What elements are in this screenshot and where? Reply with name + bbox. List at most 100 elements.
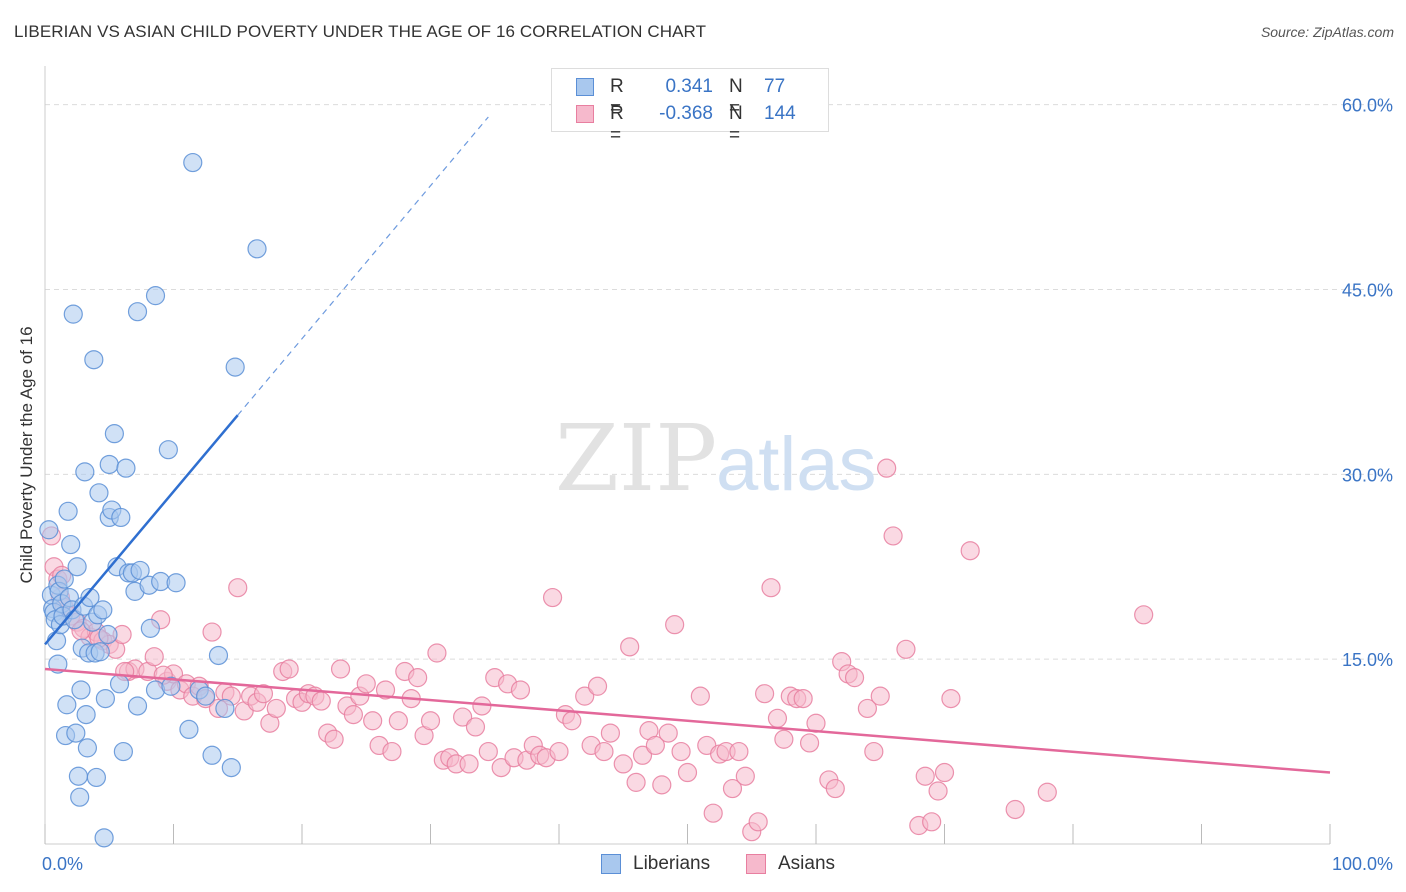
asians-point bbox=[144, 647, 164, 667]
asians-point bbox=[356, 674, 376, 694]
liberians-point bbox=[66, 723, 86, 743]
asians-point bbox=[253, 684, 274, 704]
asians-point bbox=[864, 741, 884, 762]
asians-point bbox=[311, 691, 331, 711]
grid-lines bbox=[45, 104, 1392, 660]
asians-swatch bbox=[576, 105, 594, 123]
asians-point bbox=[330, 659, 351, 679]
asians-point bbox=[228, 578, 248, 598]
liberians-point bbox=[84, 350, 104, 370]
liberians-point bbox=[90, 642, 110, 662]
asians-point bbox=[343, 705, 363, 725]
liberians-point bbox=[61, 534, 81, 555]
asians-point bbox=[877, 458, 897, 478]
liberians-point bbox=[145, 286, 166, 306]
asians-point bbox=[658, 723, 678, 743]
asians-point bbox=[754, 684, 775, 704]
liberians-point bbox=[158, 440, 178, 460]
liberians-point bbox=[196, 686, 216, 706]
n-value: 144 bbox=[764, 103, 796, 124]
liberians-point bbox=[116, 458, 136, 478]
asians-point bbox=[478, 741, 498, 762]
liberians-points bbox=[39, 152, 267, 848]
asians-point bbox=[363, 711, 383, 731]
liberians-point bbox=[140, 618, 160, 638]
legend-label: Asians bbox=[778, 853, 836, 874]
asians-point bbox=[1134, 605, 1154, 625]
y-tick-label: 45.0% bbox=[1342, 280, 1393, 300]
asians-point bbox=[324, 729, 344, 749]
r-label: R = bbox=[610, 103, 624, 146]
asians-point bbox=[491, 757, 511, 778]
liberians-point bbox=[63, 304, 83, 324]
asians-point bbox=[632, 745, 653, 765]
liberians-point bbox=[98, 624, 118, 645]
asians-point bbox=[748, 812, 768, 832]
asians-point bbox=[941, 688, 961, 709]
chart-legend: Liberians Asians bbox=[0, 852, 1406, 876]
liberians-point bbox=[202, 745, 222, 765]
asians-point bbox=[870, 686, 890, 706]
liberians-point bbox=[130, 560, 150, 581]
asians-point bbox=[594, 741, 614, 762]
asians-point bbox=[382, 741, 402, 762]
source-credit: Source: ZipAtlas.com bbox=[1260, 24, 1394, 40]
asians-point bbox=[960, 541, 980, 561]
r-value: 0.341 bbox=[665, 76, 713, 97]
asians-point bbox=[1005, 799, 1025, 820]
liberians-point bbox=[86, 767, 107, 788]
liberians-point bbox=[57, 695, 77, 715]
liberians-point bbox=[247, 239, 267, 259]
trend-lines bbox=[44, 116, 1331, 774]
asians-point bbox=[279, 659, 299, 679]
liberians-point bbox=[161, 676, 181, 696]
asians-point bbox=[652, 775, 672, 795]
x-tick-label: 0.0% bbox=[42, 854, 83, 874]
tick-labels: 15.0% 30.0% 45.0% 60.0% 0.0% 100.0% bbox=[42, 96, 1393, 874]
asians-point bbox=[722, 778, 743, 799]
liberians-point bbox=[215, 698, 235, 719]
liberians-point bbox=[127, 302, 148, 322]
asians-point bbox=[408, 668, 428, 688]
liberians-point bbox=[225, 357, 245, 377]
asians-point bbox=[928, 781, 948, 801]
y-axis-label: Child Poverty Under the Age of 16 bbox=[17, 326, 36, 584]
asians-point bbox=[472, 696, 492, 716]
asians-point bbox=[934, 762, 955, 783]
asians-point bbox=[510, 680, 531, 700]
asians-point bbox=[453, 707, 473, 727]
asians-point bbox=[645, 735, 665, 756]
liberians-point bbox=[179, 719, 199, 740]
asians-point bbox=[793, 688, 813, 709]
asians-point bbox=[915, 766, 935, 786]
liberians-point bbox=[109, 674, 130, 694]
liberians-point bbox=[68, 766, 89, 786]
asians-point bbox=[883, 526, 903, 546]
asians-point bbox=[375, 680, 396, 700]
asians-points bbox=[41, 458, 1154, 842]
asians-point bbox=[844, 668, 865, 688]
r-value: -0.368 bbox=[659, 103, 713, 124]
liberians-point bbox=[89, 483, 109, 503]
asians-point bbox=[703, 803, 723, 823]
n-label: N = bbox=[729, 103, 743, 146]
chart-title: LIBERIAN VS ASIAN CHILD POVERTY UNDER TH… bbox=[14, 22, 707, 41]
asians-point bbox=[620, 637, 640, 657]
legend-label: Liberians bbox=[633, 853, 711, 874]
asians-trend-line bbox=[44, 667, 1331, 774]
correlation-stats-box: R = 0.341 N = 77 R = -0.368 N = 144 bbox=[551, 68, 829, 146]
asians-point bbox=[665, 615, 685, 635]
asians-point bbox=[575, 686, 595, 706]
asians-point bbox=[690, 686, 710, 706]
liberians-trend-line bbox=[44, 414, 239, 646]
n-label: N = bbox=[729, 76, 743, 119]
asians-point bbox=[767, 708, 788, 728]
liberians-point bbox=[76, 705, 96, 725]
asians-point bbox=[542, 587, 563, 608]
asians-point bbox=[549, 741, 569, 762]
liberians-swatch bbox=[576, 78, 594, 96]
liberians-point bbox=[166, 573, 186, 593]
asians-point bbox=[761, 578, 781, 598]
liberians-point bbox=[77, 738, 98, 758]
asians-point bbox=[465, 717, 486, 737]
